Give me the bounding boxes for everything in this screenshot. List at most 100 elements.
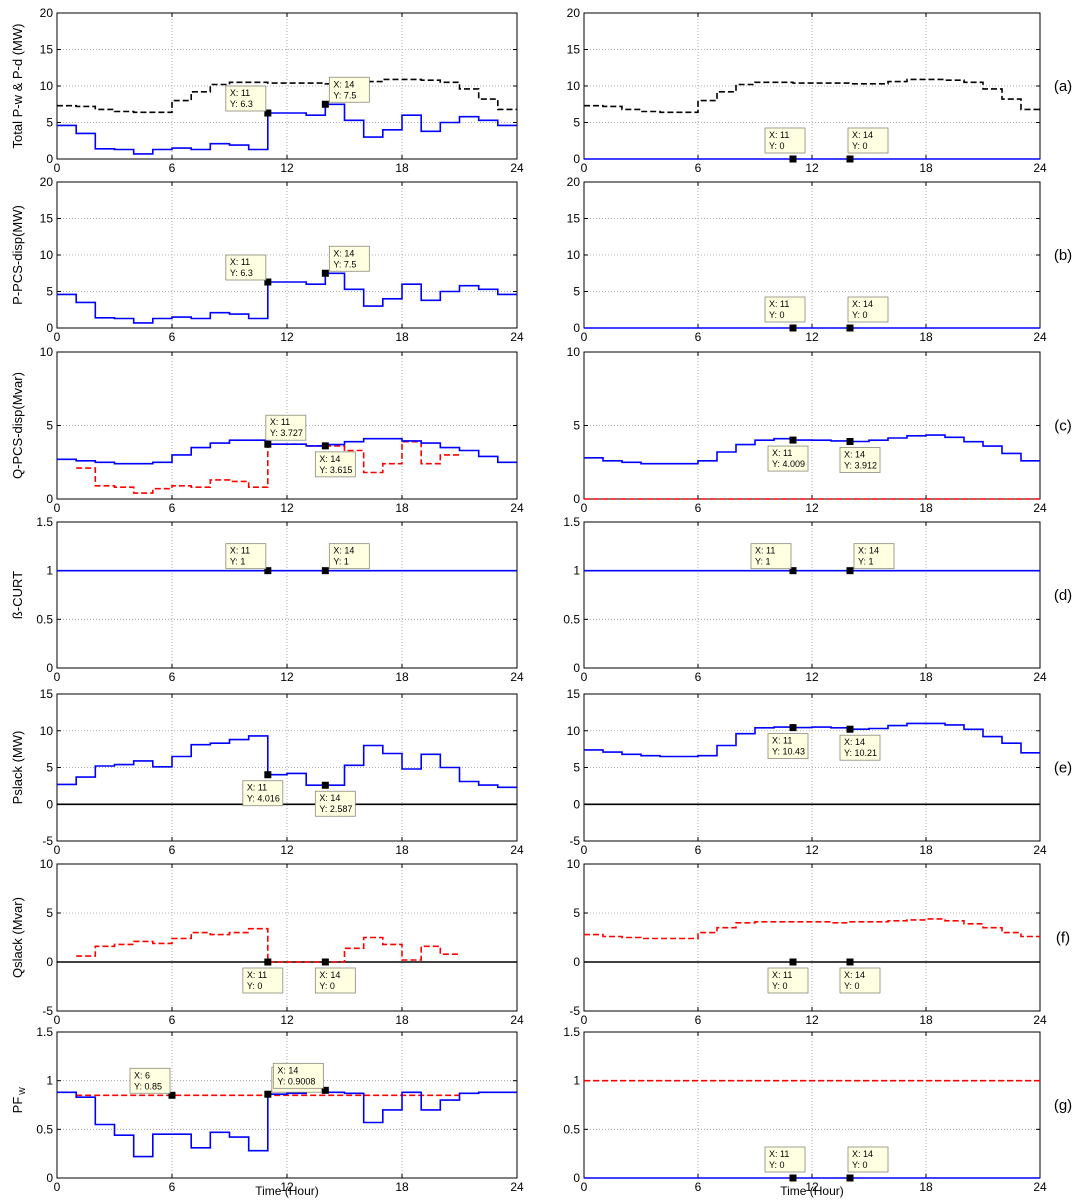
datatip-marker xyxy=(847,567,854,574)
datatip-x-label: X: 11 xyxy=(769,1149,789,1159)
x-tick-label: 6 xyxy=(169,843,176,857)
y-axis-label: PF xyxy=(10,1097,25,1114)
x-tick-label: 12 xyxy=(805,843,819,857)
datatip-y-label: Y: 0 xyxy=(852,310,868,320)
datatip-x-label: X: 11 xyxy=(270,417,290,427)
x-tick-label: 24 xyxy=(1033,330,1047,344)
x-tick-label: 6 xyxy=(695,501,702,515)
x-tick-label: 6 xyxy=(169,330,176,344)
datatip-box: X: 14Y: 3.912 xyxy=(840,447,880,472)
datatip-x-label: X: 11 xyxy=(772,448,792,458)
y-tick-label: 0 xyxy=(573,797,580,811)
y-axis-label: Qslack (Mvar) xyxy=(10,897,25,978)
panel-c-right: 0 6 12 18 240510X: 11Y: 4.009X: 14Y: 3.912(c… xyxy=(567,345,1072,515)
x-tick-label: 6 xyxy=(695,1180,702,1194)
datatip-x-label: X: 14 xyxy=(858,546,879,556)
y-tick-label: 10 xyxy=(40,345,54,359)
datatip-x-label: X: 14 xyxy=(319,793,340,803)
y-axis-label-subscript: W xyxy=(18,1087,27,1095)
x-tick-label: 12 xyxy=(805,161,819,175)
datatip-y-label: Y: 1 xyxy=(333,557,349,567)
x-tick-label: 24 xyxy=(510,670,524,684)
x-tick-label: 6 xyxy=(169,1180,176,1194)
y-tick-label: 15 xyxy=(40,43,54,57)
datatip-box: X: 11Y: 6.3 xyxy=(226,86,266,111)
x-tick-label: 12 xyxy=(280,843,294,857)
datatip-marker xyxy=(847,325,854,332)
datatip-box: X: 14Y: 2.587 xyxy=(315,791,355,816)
x-tick-label: 18 xyxy=(395,1180,409,1194)
datatip-box: X: 11Y: 10.43 xyxy=(768,734,808,759)
x-tick-label: 18 xyxy=(919,1180,933,1194)
x-tick-label: 0 xyxy=(54,501,61,515)
x-tick-label: 24 xyxy=(510,330,524,344)
datatip-box: X: 11Y: 0 xyxy=(243,968,283,993)
x-tick-label: 6 xyxy=(695,670,702,684)
datatip-x-label: X: 14 xyxy=(333,79,354,89)
datatip-marker xyxy=(847,726,854,733)
y-tick-label: 0 xyxy=(573,661,580,675)
x-tick-label: 6 xyxy=(169,501,176,515)
y-tick-label: 0 xyxy=(46,492,53,506)
datatip-box: X: 11Y: 1 xyxy=(226,544,266,569)
datatip-x-label: X: 14 xyxy=(844,449,865,459)
datatip-x-label: X: 14 xyxy=(319,454,340,464)
y-tick-label: 0 xyxy=(573,321,580,335)
y-tick-label: 20 xyxy=(40,6,54,20)
panel-a-left: 0 6 12 18 24 0 5 10 15 20 X: 11Y: 6.3 X: 14Y: 7.5 To… xyxy=(10,6,524,175)
datatip-marker xyxy=(790,325,797,332)
y-tick-label: 0 xyxy=(573,152,580,166)
datatip-marker xyxy=(322,782,329,789)
y-tick-label: 10 xyxy=(40,724,54,738)
x-tick-label: 0 xyxy=(581,330,588,344)
datatip-x-label: X: 14 xyxy=(319,970,340,980)
y-axis-label: P-PCS-disp(MW) xyxy=(10,205,25,305)
datatip-box: X: 6Y: 0.85 xyxy=(130,1068,170,1093)
y-tick-label: 10 xyxy=(40,857,54,871)
x-tick-label: 24 xyxy=(1033,501,1047,515)
datatip-box: X: 14Y: 0 xyxy=(848,128,888,153)
y-tick-label: 1.5 xyxy=(36,515,53,529)
datatip-x-label: X: 14 xyxy=(333,546,354,556)
y-tick-label: 20 xyxy=(40,175,54,189)
x-tick-label: 0 xyxy=(581,161,588,175)
panel-g-left: 0612182400.511.5X: 6Y: 0.85X: 11Y: 0.860… xyxy=(10,1025,524,1198)
y-tick-label: 0.5 xyxy=(563,612,580,626)
y-tick-label: 1.5 xyxy=(36,1025,53,1039)
panel-c-left: 0 6 12 18 24 0 5 10 X: 11Y: 3.727 X: 14Y: 3.615 Q-… xyxy=(10,345,524,515)
y-axis-label: ß-CURT xyxy=(10,571,25,619)
x-tick-label: 6 xyxy=(169,670,176,684)
x-tick-label: 0 xyxy=(581,501,588,515)
x-tick-label: 18 xyxy=(919,161,933,175)
y-tick-label: 5 xyxy=(46,285,53,299)
datatip-y-label: Y: 3.912 xyxy=(844,460,877,470)
datatip-x-label: X: 11 xyxy=(230,546,250,556)
x-tick-label: 0 xyxy=(581,843,588,857)
y-tick-label: 20 xyxy=(567,6,581,20)
x-tick-label: 6 xyxy=(169,1013,176,1027)
y-tick-label: -5 xyxy=(569,1004,580,1018)
datatip-y-label: Y: 2.587 xyxy=(319,804,352,814)
datatip-box: X: 11Y: 4.009 xyxy=(768,446,808,471)
datatip-y-label: Y: 0 xyxy=(852,1160,868,1170)
x-tick-label: 18 xyxy=(395,161,409,175)
x-tick-label: 0 xyxy=(54,330,61,344)
panel-f-right: 0 6 12 18 24-50510X: 11Y: 0X: 14Y: 0(f) xyxy=(567,857,1070,1027)
y-tick-label: 5 xyxy=(573,285,580,299)
datatip-box: X: 11Y: 3.727 xyxy=(266,415,306,440)
datatip-y-label: Y: 4.016 xyxy=(247,794,280,804)
y-tick-label: 15 xyxy=(567,43,581,57)
y-tick-label: 1 xyxy=(573,564,580,578)
x-tick-label: 24 xyxy=(510,501,524,515)
datatip-box: X: 11Y: 4.016 xyxy=(243,781,283,806)
x-tick-label: 24 xyxy=(510,1013,524,1027)
y-axis-label: Q-PCS-disp(Mvar) xyxy=(10,372,25,479)
y-tick-label: 0.5 xyxy=(36,1122,53,1136)
panel-b-left: 0 6 12 18 24 0 5 10 15 20 X: 11Y: 6.3 X: 14Y: 7.5 P-… xyxy=(10,175,524,344)
datatip-x-label: X: 14 xyxy=(844,737,865,747)
datatip-marker xyxy=(847,959,854,966)
x-tick-label: 0 xyxy=(581,1013,588,1027)
datatip-box: X: 11Y: 0 xyxy=(768,968,808,993)
